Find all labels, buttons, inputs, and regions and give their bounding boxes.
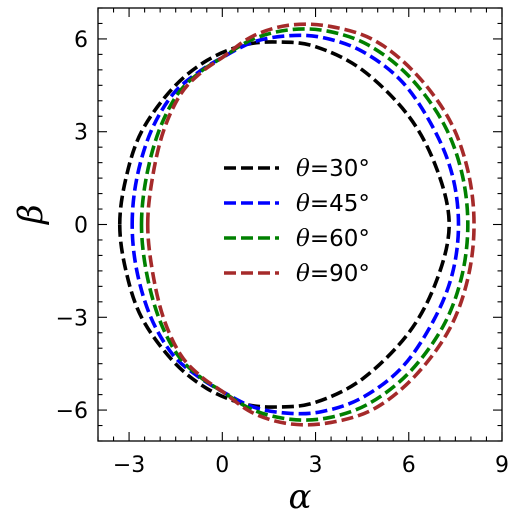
legend-theta-symbol: θ <box>296 226 310 252</box>
legend-value: =45° <box>310 191 370 217</box>
legend-theta-symbol: θ <box>296 156 310 182</box>
legend-label-1: θ=30° <box>296 156 370 182</box>
series-line-4 <box>145 22 476 427</box>
x-axis-title: α <box>289 477 312 517</box>
legend-label-4: θ=90° <box>296 261 370 287</box>
curves-layer <box>117 22 476 427</box>
tick-labels-layer: −3 0 3 6 9 −6 −3 0 3 6 <box>56 28 509 478</box>
legend-value: =60° <box>310 226 370 252</box>
x-tick-label: 3 <box>309 453 323 478</box>
ticks-layer <box>97 7 503 442</box>
y-tick-label: −3 <box>56 306 88 331</box>
x-tick-label: 0 <box>215 453 229 478</box>
series-line-3 <box>139 27 470 422</box>
legend-theta-symbol: θ <box>296 261 310 287</box>
y-tick-label: −6 <box>56 399 88 424</box>
legend-label-3: θ=60° <box>296 226 370 252</box>
legend-label-2: θ=45° <box>296 191 370 217</box>
y-tick-label: 0 <box>74 214 88 239</box>
x-tick-label: −3 <box>113 453 145 478</box>
y-tick-label: 6 <box>74 28 88 53</box>
plot-frame <box>97 7 503 442</box>
legend-value: =30° <box>310 156 370 182</box>
legend-theta-symbol: θ <box>296 191 310 217</box>
x-tick-label: 6 <box>402 453 416 478</box>
y-tick-label: 3 <box>74 121 88 146</box>
x-tick-label: 9 <box>495 453 509 478</box>
y-axis-title: β <box>11 204 51 226</box>
legend-value: =90° <box>310 261 370 287</box>
legend: θ=30°θ=45°θ=60°θ=90° <box>224 156 370 287</box>
